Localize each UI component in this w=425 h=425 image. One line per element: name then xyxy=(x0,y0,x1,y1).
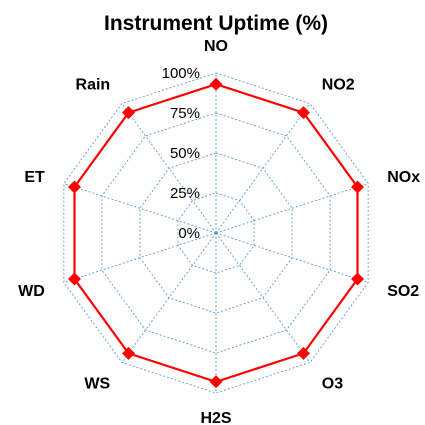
data-point-marker xyxy=(209,375,223,389)
category-label: Rain xyxy=(76,76,111,93)
category-label: O3 xyxy=(322,376,343,393)
data-point-marker xyxy=(122,106,136,120)
category-label: WD xyxy=(18,283,45,300)
series-layer xyxy=(67,77,365,389)
r-tick-label: 50% xyxy=(170,145,200,162)
category-label: NOx xyxy=(387,169,420,186)
chart-title: Instrument Uptime (%) xyxy=(104,12,328,35)
category-label: NO2 xyxy=(322,76,355,93)
grid-ring-1 xyxy=(177,192,255,274)
category-labels: NO NO2 NOx SO2 O3 H2S WS WD ET Rain xyxy=(18,38,420,425)
radar-grid xyxy=(63,72,369,394)
grid-spoke xyxy=(215,183,369,234)
data-point-marker xyxy=(67,180,81,194)
data-point-marker xyxy=(122,346,136,360)
category-label: WS xyxy=(84,376,110,393)
grid-ring-4 xyxy=(63,72,369,394)
grid-spoke xyxy=(215,232,369,283)
data-point-marker xyxy=(296,346,310,360)
grid-ring-2 xyxy=(139,152,293,314)
data-point-marker xyxy=(296,106,310,120)
grid-spoke xyxy=(63,183,217,234)
category-label: H2S xyxy=(200,410,231,425)
grid-spoke xyxy=(215,232,311,363)
category-label: NO xyxy=(204,38,228,55)
grid-spoke xyxy=(121,103,217,234)
category-label: SO2 xyxy=(387,283,419,300)
r-tick-label: 75% xyxy=(170,105,200,122)
data-point-marker xyxy=(351,180,365,194)
grid-spoke xyxy=(121,232,217,363)
r-tick-label: 25% xyxy=(170,185,200,202)
radial-tick-labels: 0% 25% 50% 75% 100% xyxy=(162,65,200,242)
r-tick-label: 0% xyxy=(178,225,200,242)
data-point-marker xyxy=(351,272,365,286)
data-point-marker xyxy=(67,272,81,286)
data-point-marker xyxy=(209,77,223,91)
r-tick-label: 100% xyxy=(162,65,200,82)
grid-spoke xyxy=(63,232,217,283)
category-label: ET xyxy=(24,169,45,186)
grid-spoke xyxy=(215,103,311,234)
